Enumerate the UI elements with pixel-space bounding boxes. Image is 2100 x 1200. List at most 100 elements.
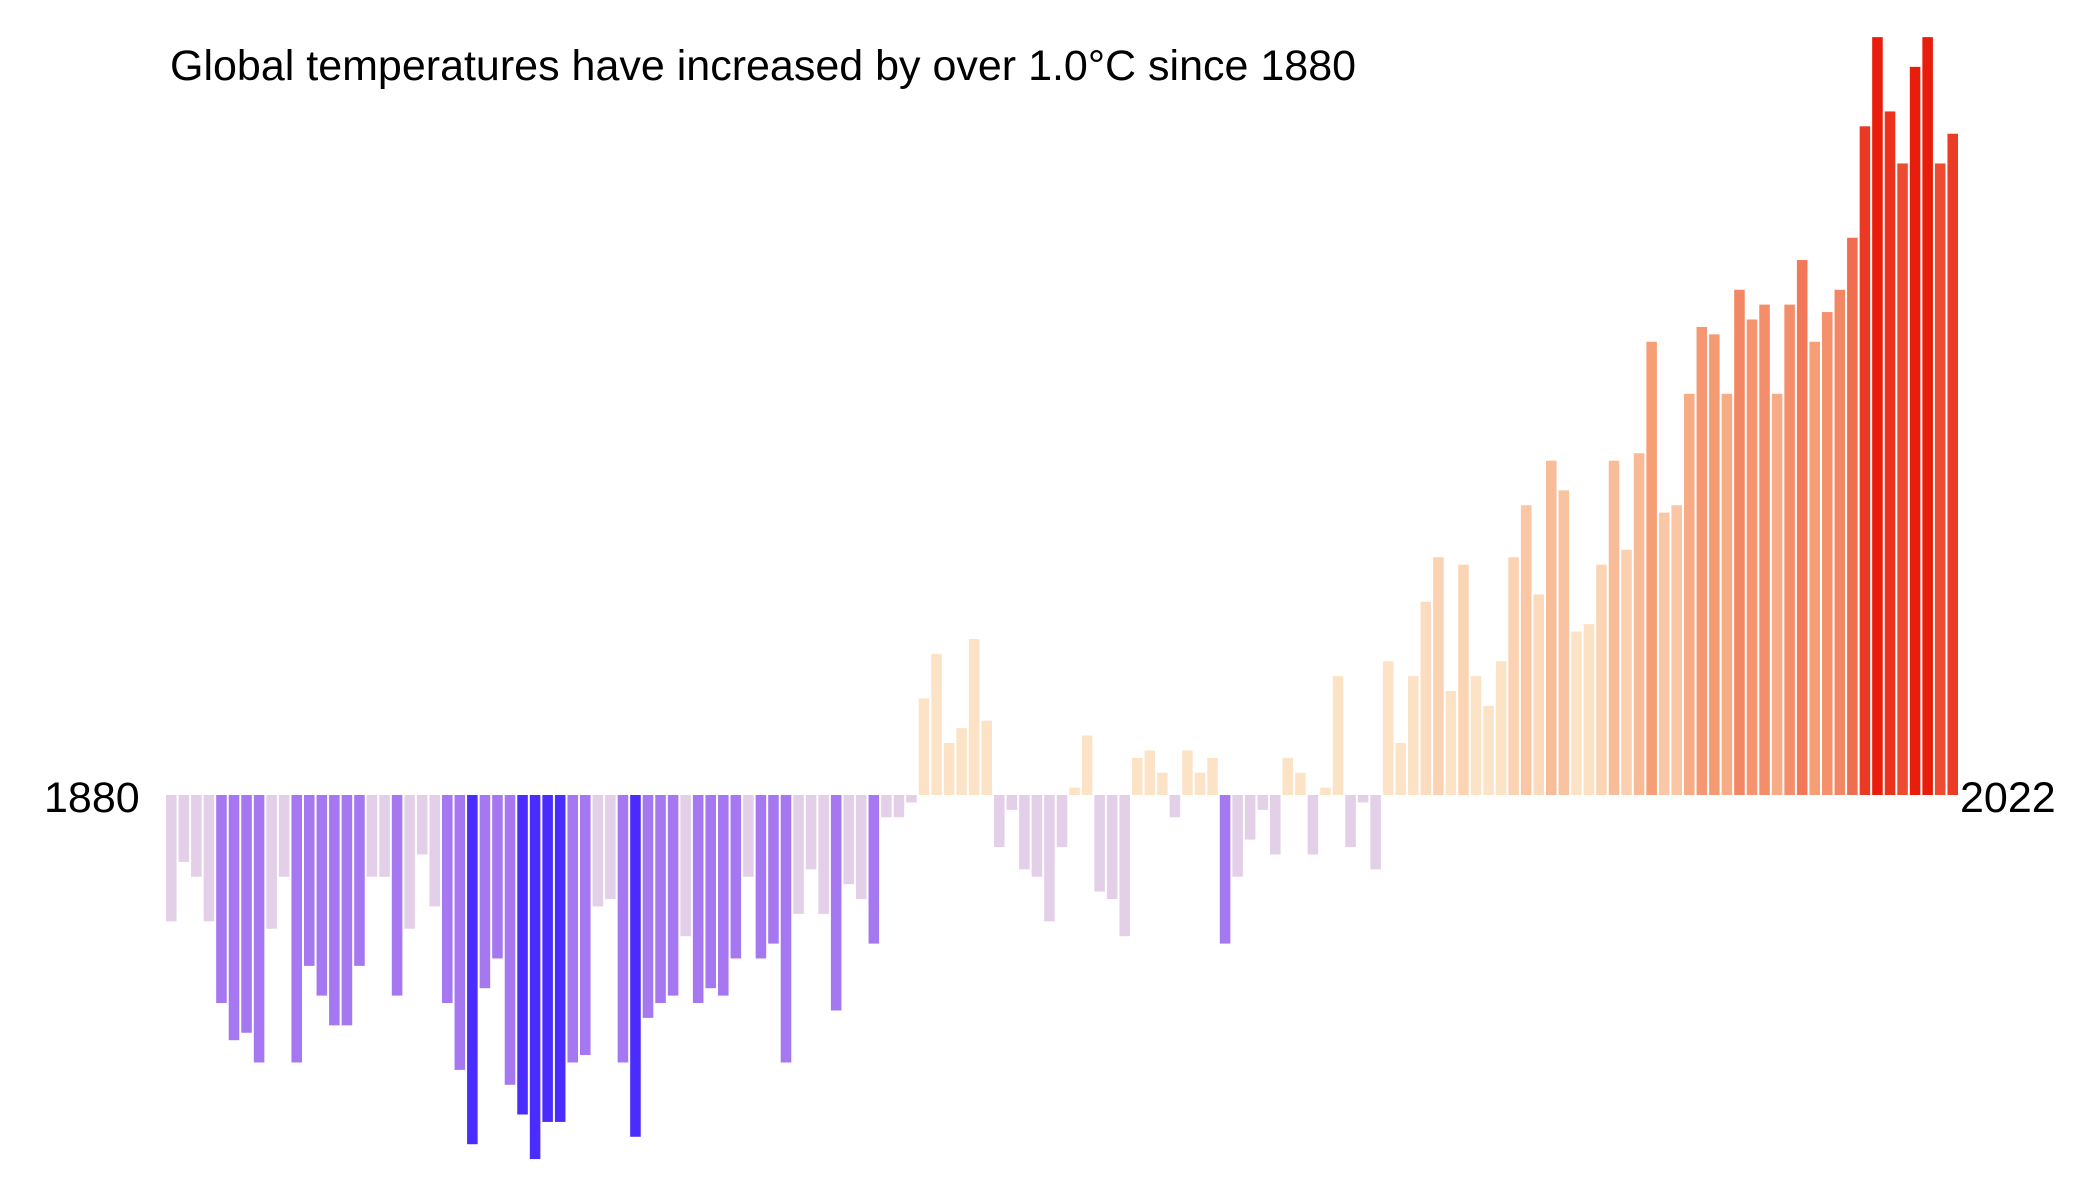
bar-1920 xyxy=(667,795,679,996)
bar-1980 xyxy=(1420,601,1432,795)
bar-2009 xyxy=(1784,304,1795,795)
bar-2019 xyxy=(1909,66,1921,796)
bar-1917 xyxy=(630,795,641,1137)
bar-1945 xyxy=(981,720,992,795)
bar-2000 xyxy=(1671,505,1682,795)
bar-1967 xyxy=(1257,795,1268,810)
bar-1973 xyxy=(1332,676,1344,795)
bar-1982 xyxy=(1445,690,1457,795)
bar-1925 xyxy=(730,795,742,959)
bar-1935 xyxy=(856,795,867,900)
bar-1901 xyxy=(429,795,440,907)
bar-1966 xyxy=(1244,795,1256,840)
bar-1983 xyxy=(1458,564,1469,795)
bar-1979 xyxy=(1408,676,1419,795)
bar-2002 xyxy=(1696,326,1708,795)
bar-2001 xyxy=(1684,393,1695,795)
end-year-label: 2022 xyxy=(1960,774,2056,822)
bar-1923 xyxy=(705,795,716,989)
bar-1904 xyxy=(467,795,478,1145)
bar-1921 xyxy=(680,795,691,937)
bar-1944 xyxy=(968,638,980,795)
bar-1971 xyxy=(1307,795,1319,855)
bar-2005 xyxy=(1734,289,1745,795)
bar-2020 xyxy=(1922,37,1933,795)
bar-1957 xyxy=(1132,757,1143,795)
bar-2006 xyxy=(1746,319,1758,795)
bar-1888 xyxy=(266,795,277,929)
bar-2018 xyxy=(1897,163,1908,795)
bar-1961 xyxy=(1182,750,1193,795)
bar-1891 xyxy=(304,795,315,966)
bar-1893 xyxy=(329,795,340,1026)
bar-1970 xyxy=(1295,772,1306,795)
bar-2022 xyxy=(1947,133,1958,796)
bar-1986 xyxy=(1495,661,1507,795)
bar-1931 xyxy=(805,795,817,870)
bar-1990 xyxy=(1546,460,1557,795)
bar-1890 xyxy=(291,795,302,1063)
bar-1958 xyxy=(1144,750,1156,795)
bar-1936 xyxy=(868,795,880,944)
bar-1963 xyxy=(1207,757,1218,795)
bar-1955 xyxy=(1106,795,1118,900)
bar-1885 xyxy=(228,795,240,1041)
bar-1974 xyxy=(1345,795,1356,848)
bar-2021 xyxy=(1934,163,1946,795)
bar-1951 xyxy=(1056,795,1068,848)
bar-1939 xyxy=(906,795,917,803)
bar-1938 xyxy=(893,795,905,818)
bar-1898 xyxy=(391,795,403,996)
bar-1912 xyxy=(567,795,578,1063)
bar-1908 xyxy=(517,795,528,1115)
bar-1999 xyxy=(1658,512,1670,795)
bar-1919 xyxy=(655,795,666,1004)
bar-1896 xyxy=(366,795,378,877)
bar-1911 xyxy=(554,795,566,1122)
bar-1922 xyxy=(692,795,704,1004)
bar-1887 xyxy=(253,795,265,1063)
bar-1946 xyxy=(994,795,1005,848)
bar-1969 xyxy=(1282,757,1294,795)
bar-1916 xyxy=(617,795,629,1063)
bar-1964 xyxy=(1219,795,1231,944)
bar-1899 xyxy=(404,795,415,929)
bar-1993 xyxy=(1583,624,1595,795)
bar-1903 xyxy=(454,795,466,1070)
bar-1977 xyxy=(1382,661,1394,795)
bar-1995 xyxy=(1608,460,1620,795)
bar-2010 xyxy=(1796,260,1808,795)
bar-1880 xyxy=(166,795,177,922)
bar-1956 xyxy=(1119,795,1130,937)
bar-1929 xyxy=(780,795,792,1063)
start-year-label: 1880 xyxy=(44,774,140,822)
bar-1881 xyxy=(178,795,190,862)
bar-1994 xyxy=(1596,564,1607,795)
bar-1941 xyxy=(931,653,942,795)
bar-1954 xyxy=(1094,795,1105,892)
bar-1991 xyxy=(1558,490,1570,795)
bar-1947 xyxy=(1006,795,1018,810)
bar-1927 xyxy=(755,795,767,959)
bar-1906 xyxy=(492,795,503,959)
bar-2003 xyxy=(1709,334,1720,795)
bar-1989 xyxy=(1533,594,1544,795)
bar-1915 xyxy=(605,795,616,900)
bar-1892 xyxy=(316,795,328,996)
bar-1960 xyxy=(1169,795,1181,818)
bar-1937 xyxy=(881,795,892,818)
bar-1975 xyxy=(1357,795,1369,803)
bar-1886 xyxy=(241,795,252,1033)
bar-1950 xyxy=(1044,795,1055,922)
bar-1913 xyxy=(580,795,591,1056)
bar-1926 xyxy=(743,795,754,877)
bar-1932 xyxy=(818,795,829,914)
bar-1942 xyxy=(943,742,955,795)
bar-1978 xyxy=(1395,742,1406,795)
bar-1985 xyxy=(1483,705,1494,795)
bar-1895 xyxy=(354,795,365,966)
bar-1972 xyxy=(1320,787,1331,795)
bar-1962 xyxy=(1194,772,1206,795)
bar-1918 xyxy=(642,795,654,1018)
bar-2008 xyxy=(1771,393,1783,795)
